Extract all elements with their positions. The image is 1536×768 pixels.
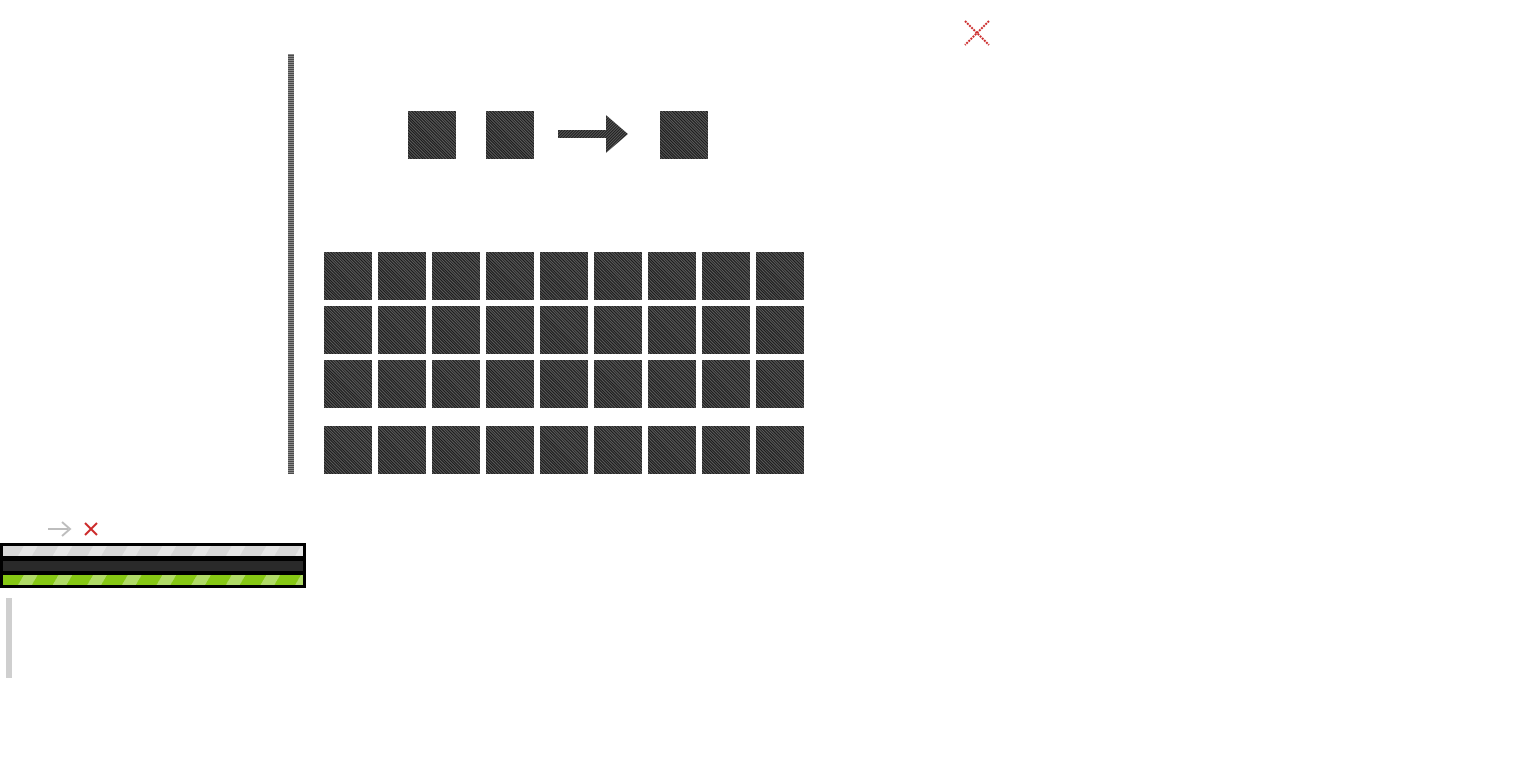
inventory-slot[interactable] [378, 252, 426, 300]
scrollbar[interactable] [6, 598, 12, 678]
inventory-slot[interactable] [378, 306, 426, 354]
arrow-right-icon [558, 115, 628, 153]
crafting-input-slot-1[interactable] [408, 111, 456, 159]
crafting-output-slot[interactable] [660, 111, 708, 159]
inventory-slot[interactable] [540, 360, 588, 408]
health-bar [3, 546, 303, 556]
hotbar-slot[interactable] [594, 426, 642, 474]
hotbar-slot[interactable] [702, 426, 750, 474]
inventory-slot[interactable] [756, 252, 804, 300]
inventory-slot[interactable] [594, 360, 642, 408]
inventory-slot[interactable] [702, 252, 750, 300]
inventory-slot[interactable] [432, 306, 480, 354]
hotbar-slot[interactable] [432, 426, 480, 474]
inventory-slot[interactable] [486, 252, 534, 300]
inventory-slot[interactable] [702, 306, 750, 354]
status-bars [0, 543, 306, 588]
inventory-slot[interactable] [432, 252, 480, 300]
inventory-slot[interactable] [324, 360, 372, 408]
inventory-slot[interactable] [756, 360, 804, 408]
inventory-slot[interactable] [594, 252, 642, 300]
inventory-slot[interactable] [702, 360, 750, 408]
inventory-slot[interactable] [540, 306, 588, 354]
inventory-slot[interactable] [324, 306, 372, 354]
hotbar-slot[interactable] [756, 426, 804, 474]
crafting-input-slot-2[interactable] [486, 111, 534, 159]
close-icon[interactable] [83, 521, 99, 537]
close-icon[interactable] [962, 18, 992, 48]
inventory-slot[interactable] [594, 306, 642, 354]
inventory-slot[interactable] [648, 252, 696, 300]
panel-divider [288, 54, 294, 474]
inventory-slot[interactable] [378, 360, 426, 408]
inventory-slot[interactable] [486, 306, 534, 354]
inventory-slot[interactable] [756, 306, 804, 354]
arrow-right-icon[interactable] [46, 518, 76, 540]
experience-bar [3, 575, 303, 585]
inventory-slot[interactable] [324, 252, 372, 300]
hotbar-slot[interactable] [540, 426, 588, 474]
inventory-slot[interactable] [648, 306, 696, 354]
hunger-bar [3, 561, 303, 571]
inventory-slot[interactable] [432, 360, 480, 408]
hotbar-slot[interactable] [324, 426, 372, 474]
hotbar-slot[interactable] [378, 426, 426, 474]
inventory-slot[interactable] [540, 252, 588, 300]
inventory-slot[interactable] [648, 360, 696, 408]
inventory-slot[interactable] [486, 360, 534, 408]
hotbar-slot[interactable] [648, 426, 696, 474]
hotbar-slot[interactable] [486, 426, 534, 474]
